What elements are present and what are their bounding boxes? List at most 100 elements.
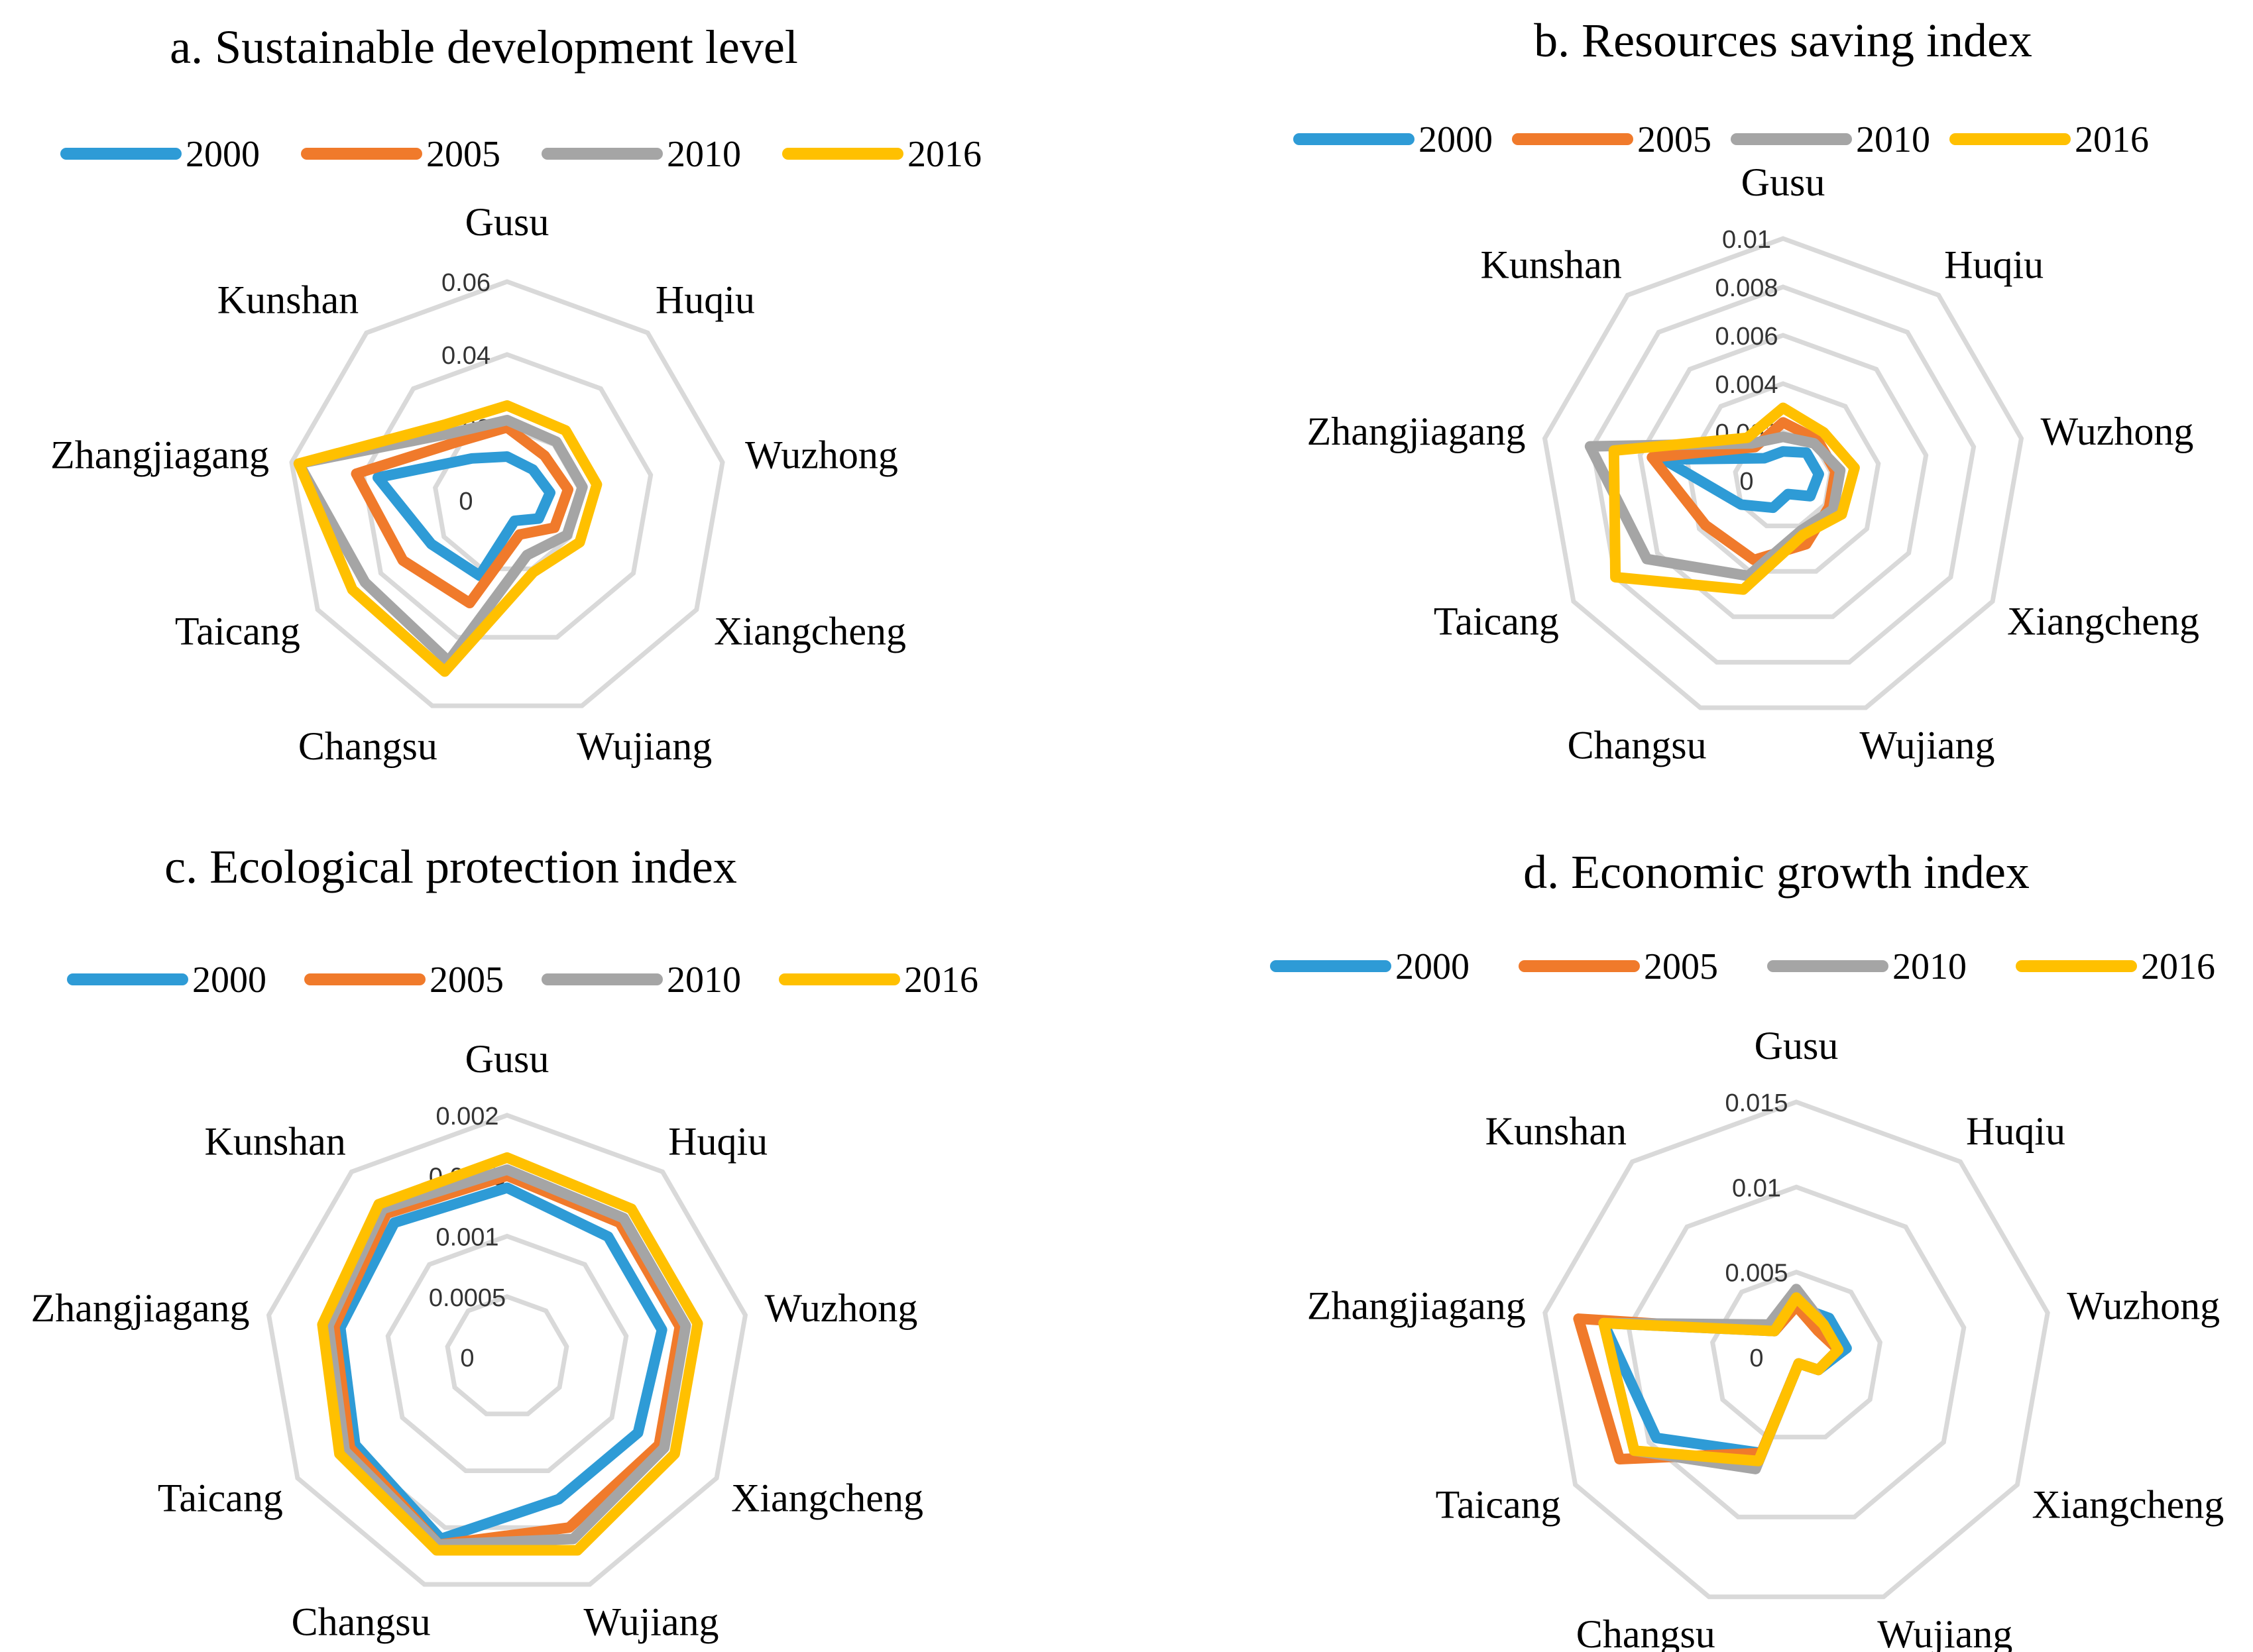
axis-label-zhangjiagang: Zhangjiagang [1307, 1284, 1526, 1328]
axis-label-huqiu: Huqiu [1966, 1109, 2065, 1153]
legend-item-2010: 2010 [1731, 119, 1930, 160]
tick-label: 0.004 [1715, 371, 1778, 399]
grid-ring-5 [1542, 236, 2024, 710]
grid-ring-2 [361, 352, 654, 640]
grid-ring-3 [1542, 1099, 2050, 1600]
legend-label: 2010 [667, 960, 741, 1001]
axis-label-kunshan: Kunshan [1485, 1109, 1627, 1153]
axis-label-changsu: Changsu [1568, 723, 1707, 767]
axis-label-gusu: Gusu [1755, 1024, 1839, 1068]
tick-label: 0.01 [1732, 1174, 1781, 1202]
tick-label: 0.01 [1722, 226, 1771, 254]
axis-label-zhangjiagang: Zhangjiagang [31, 1286, 250, 1330]
tick-label: 0.001 [435, 1224, 498, 1252]
chart-title: a. Sustainable development level [170, 21, 798, 74]
series-2010 [323, 1164, 691, 1550]
axis-label-gusu: Gusu [465, 1037, 549, 1081]
series-2000 [1658, 446, 1824, 514]
axis-label-wujiang: Wujiang [1877, 1612, 2012, 1652]
legend-label: 2016 [2141, 946, 2215, 987]
axis-label-changsu: Changsu [1576, 1612, 1715, 1652]
tick-label: 0.06 [441, 269, 491, 297]
legend-label: 2005 [1644, 946, 1718, 987]
tick-label: 0.005 [1725, 1260, 1788, 1288]
axis-label-wujiang: Wujiang [583, 1600, 719, 1643]
legend-label: 2016 [2075, 119, 2149, 160]
axis-label-wuzhong: Wuzhong [2041, 410, 2194, 453]
legend-item-2005: 2005 [1512, 119, 1711, 160]
radar-panel-4: d. Economic growth index 2000 2005 2010 2016… [1270, 846, 2224, 1652]
legend-label: 2000 [1418, 119, 1493, 160]
tick-label: 0 [459, 488, 473, 516]
legend-item-2000: 2000 [67, 960, 266, 1001]
axis-label-wujiang: Wujiang [1859, 723, 1994, 767]
grid-ring-2 [1626, 1184, 1967, 1519]
axis-label-xiangcheng: Xiangcheng [731, 1476, 923, 1520]
axis-label-kunshan: Kunshan [1481, 243, 1622, 286]
chart-title: c. Ecological protection index [164, 840, 737, 893]
legend-label: 2000 [186, 134, 260, 175]
legend-item-2016: 2016 [2016, 946, 2215, 987]
grid-ring-1 [445, 1294, 569, 1417]
grid-ring-2 [1685, 381, 1881, 574]
legend-label: 2010 [1856, 119, 1930, 160]
legend-label: 2005 [430, 960, 504, 1001]
series-2005 [351, 422, 574, 609]
axis-label-kunshan: Kunshan [217, 278, 359, 321]
grid-ring-1 [1709, 1269, 1883, 1440]
axis-label-taicang: Taicang [1434, 600, 1559, 643]
axis-label-kunshan: Kunshan [205, 1119, 346, 1163]
axis-label-huqiu: Huqiu [1944, 243, 2044, 286]
series-2016 [317, 1152, 703, 1556]
legend-item-2016: 2016 [782, 134, 982, 175]
axis-label-huqiu: Huqiu [656, 278, 755, 321]
tick-label: 0 [1749, 1345, 1763, 1372]
legend-label: 2005 [426, 134, 500, 175]
chart-title: d. Economic growth index [1523, 846, 2030, 899]
legend-item-2005: 2005 [1519, 946, 1718, 987]
legend-item-2000: 2000 [1293, 119, 1493, 160]
legend-label: 2000 [1395, 946, 1470, 987]
legend-label: 2016 [907, 134, 982, 175]
legend-item-2010: 2010 [1767, 946, 1967, 987]
axis-label-changsu: Changsu [292, 1600, 431, 1643]
tick-label: 0 [1739, 468, 1753, 496]
tick-label: 0.008 [1715, 274, 1778, 302]
axis-label-wuzhong: Wuzhong [765, 1286, 918, 1330]
legend-item-2016: 2016 [779, 960, 978, 1001]
axis-label-wuzhong: Wuzhong [2067, 1284, 2220, 1328]
grid-ring-2 [385, 1233, 629, 1473]
grid-ring-3 [1637, 333, 1929, 620]
axis-label-wuzhong: Wuzhong [745, 433, 898, 476]
grid-ring-4 [1589, 284, 1977, 665]
axis-label-taicang: Taicang [175, 610, 300, 653]
axis-label-wujiang: Wujiang [577, 724, 712, 768]
axis-label-changsu: Changsu [298, 724, 437, 768]
series-2016 [1598, 1292, 1844, 1466]
axis-label-zhangjiagang: Zhangjiagang [1307, 410, 1526, 453]
tick-label: 0.04 [441, 342, 491, 370]
radar-panel-1: a. Sustainable development level 2000 2005… [50, 21, 982, 768]
legend-item-2000: 2000 [1270, 946, 1470, 987]
tick-label: 0.006 [1715, 323, 1778, 351]
series-2016 [1608, 402, 1860, 595]
legend-label: 2010 [667, 134, 741, 175]
series-2000 [335, 1182, 667, 1545]
series-2016 [293, 400, 603, 677]
legend-item-2010: 2010 [542, 960, 741, 1001]
axis-label-taicang: Taicang [158, 1476, 283, 1520]
legend-item-2005: 2005 [301, 134, 500, 175]
axis-label-huqiu: Huqiu [668, 1119, 768, 1163]
axis-label-taicang: Taicang [1436, 1483, 1561, 1527]
legend-label: 2000 [192, 960, 266, 1001]
grid-ring-3 [289, 279, 725, 708]
chart-title: b. Resources saving index [1534, 14, 2032, 67]
series-2005 [329, 1170, 685, 1550]
axis-label-zhangjiagang: Zhangjiagang [50, 433, 269, 476]
legend-label: 2005 [1637, 119, 1711, 160]
legend-item-2000: 2000 [60, 134, 260, 175]
radar-panel-3: c. Ecological protection index 2000 2005 20… [31, 840, 978, 1643]
axis-label-xiangcheng: Xiangcheng [2032, 1483, 2224, 1527]
legend-item-2016: 2016 [1949, 119, 2149, 160]
